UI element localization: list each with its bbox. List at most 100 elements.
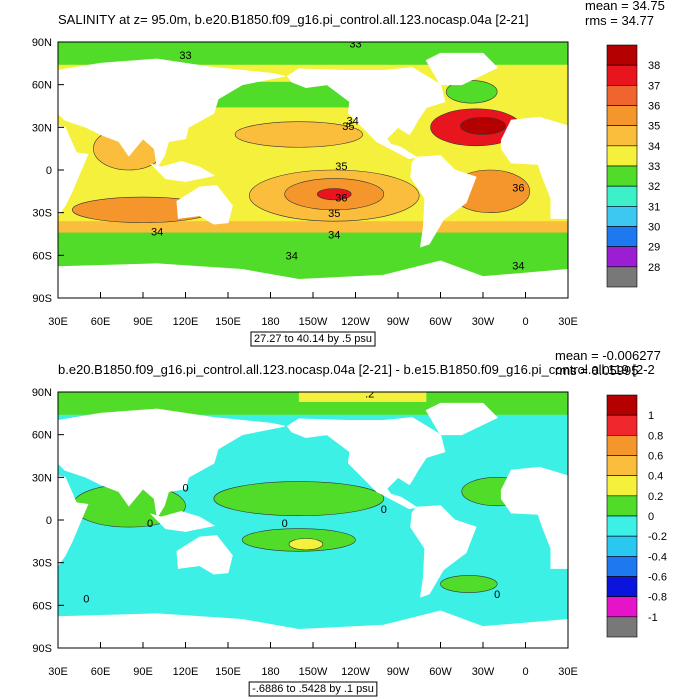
colorbar-label: 1 — [648, 410, 654, 422]
range-note-box — [248, 681, 378, 697]
colorbar-label: 0.4 — [648, 471, 663, 483]
lat-label: 90N — [32, 37, 52, 49]
contour-label: 34 — [286, 251, 298, 263]
colorbar-label: 37 — [648, 80, 660, 92]
colorbar-box — [606, 576, 638, 597]
colorbar-box — [606, 44, 638, 66]
colorbar-label: 0.2 — [648, 491, 663, 503]
contour-label: .2 — [365, 389, 374, 401]
colorbar-label: 0.8 — [648, 430, 663, 442]
lon-label: 180 — [261, 316, 279, 328]
lat-label: 60S — [32, 250, 52, 262]
contour-label: 34 — [151, 226, 163, 238]
lon-label: 0 — [522, 666, 528, 678]
range-note: 27.27 to 40.14 by .5 psu — [254, 333, 372, 345]
lat-label: 30N — [32, 122, 52, 134]
lat-label: 90S — [32, 293, 52, 305]
lon-label: 180 — [261, 666, 279, 678]
colorbar-label: -1 — [648, 612, 658, 624]
colorbar-label: -0.8 — [648, 592, 667, 604]
lon-label: 150W — [299, 666, 328, 678]
contour-label: 0 — [182, 483, 188, 495]
ocean-band — [298, 392, 427, 402]
lat-label: 30N — [32, 472, 52, 484]
colorbar-box — [606, 556, 638, 577]
colorbar-label: 38 — [648, 60, 660, 72]
land — [149, 160, 216, 182]
contour-label: 0 — [282, 518, 288, 530]
lon-label: 30E — [558, 666, 578, 678]
land — [58, 58, 285, 169]
lon-label: 150E — [215, 666, 241, 678]
stat: mean = 34.75 — [585, 0, 665, 13]
land — [58, 610, 568, 648]
lat-label: 90S — [32, 643, 52, 655]
range-note-box — [250, 331, 376, 347]
lon-label: 150W — [299, 316, 328, 328]
land — [410, 155, 477, 248]
contour-label: 33 — [179, 50, 191, 62]
colorbar-label: 34 — [648, 141, 660, 153]
panel-title: SALINITY at z= 95.0m, b.e20.B1850.f09_g1… — [58, 12, 529, 27]
lon-label: 30E — [48, 666, 68, 678]
lon-label: 30E — [558, 316, 578, 328]
lat-label: 30S — [32, 558, 52, 570]
lat-label: 0 — [46, 165, 52, 177]
land — [500, 116, 568, 219]
colorbar-label: 35 — [648, 121, 660, 133]
colorbar-label: -0.4 — [648, 551, 667, 563]
lon-label: 90E — [133, 316, 153, 328]
land — [58, 260, 568, 298]
lon-label: 120W — [341, 666, 370, 678]
contour-label: 0 — [147, 518, 153, 530]
contour-label: 36 — [512, 182, 524, 194]
colorbar-label: -0.6 — [648, 572, 667, 584]
colorbar-box — [606, 246, 638, 268]
lon-label: 30W — [472, 316, 495, 328]
colorbar-label: 0 — [648, 511, 654, 523]
colorbar-box — [606, 206, 638, 227]
colorbar-box — [606, 105, 638, 126]
lon-label: 90W — [387, 316, 410, 328]
range-note: -.6886 to .5428 by .1 psu — [252, 683, 374, 695]
contour-label: 34 — [512, 261, 524, 273]
contour-label: 35 — [342, 121, 354, 133]
colorbar-label: 30 — [648, 222, 660, 234]
lon-label: 30W — [472, 666, 495, 678]
lat-label: 60N — [32, 80, 52, 92]
land — [58, 125, 89, 217]
colorbar-box — [606, 145, 638, 167]
land — [286, 67, 446, 160]
contour-label: 35 — [328, 208, 340, 220]
colorbar-label: 33 — [648, 161, 660, 173]
panel-title: b.e20.B1850.f09_g16.pi_control.all.123.n… — [58, 362, 655, 377]
lat-label: 60S — [32, 600, 52, 612]
contour-label: 0 — [381, 504, 387, 516]
lon-label: 120E — [173, 666, 199, 678]
colorbar-box — [606, 64, 638, 86]
land — [58, 475, 89, 567]
ocean-region — [288, 538, 324, 551]
land — [149, 510, 216, 532]
map: .2 0 0 0 0 0 0 — [58, 389, 568, 648]
colorbar-box — [606, 266, 638, 288]
colorbar-box — [606, 125, 638, 147]
colorbar-box — [606, 535, 638, 557]
contour-label: 34 — [347, 115, 359, 127]
colorbar-label: 0.6 — [648, 451, 663, 463]
land — [425, 52, 499, 86]
colorbar-box — [606, 616, 638, 638]
colorbar-label: 29 — [648, 242, 660, 254]
contour-label: 0 — [83, 593, 89, 605]
land — [500, 466, 568, 569]
colorbar-box — [606, 495, 638, 517]
colorbar-box — [606, 226, 638, 247]
colorbar-box — [606, 435, 638, 456]
land — [286, 417, 446, 510]
lon-label: 60W — [429, 316, 452, 328]
stat: mean = -0.006277 — [555, 348, 661, 363]
lat-label: 0 — [46, 515, 52, 527]
ocean-region — [234, 121, 363, 148]
